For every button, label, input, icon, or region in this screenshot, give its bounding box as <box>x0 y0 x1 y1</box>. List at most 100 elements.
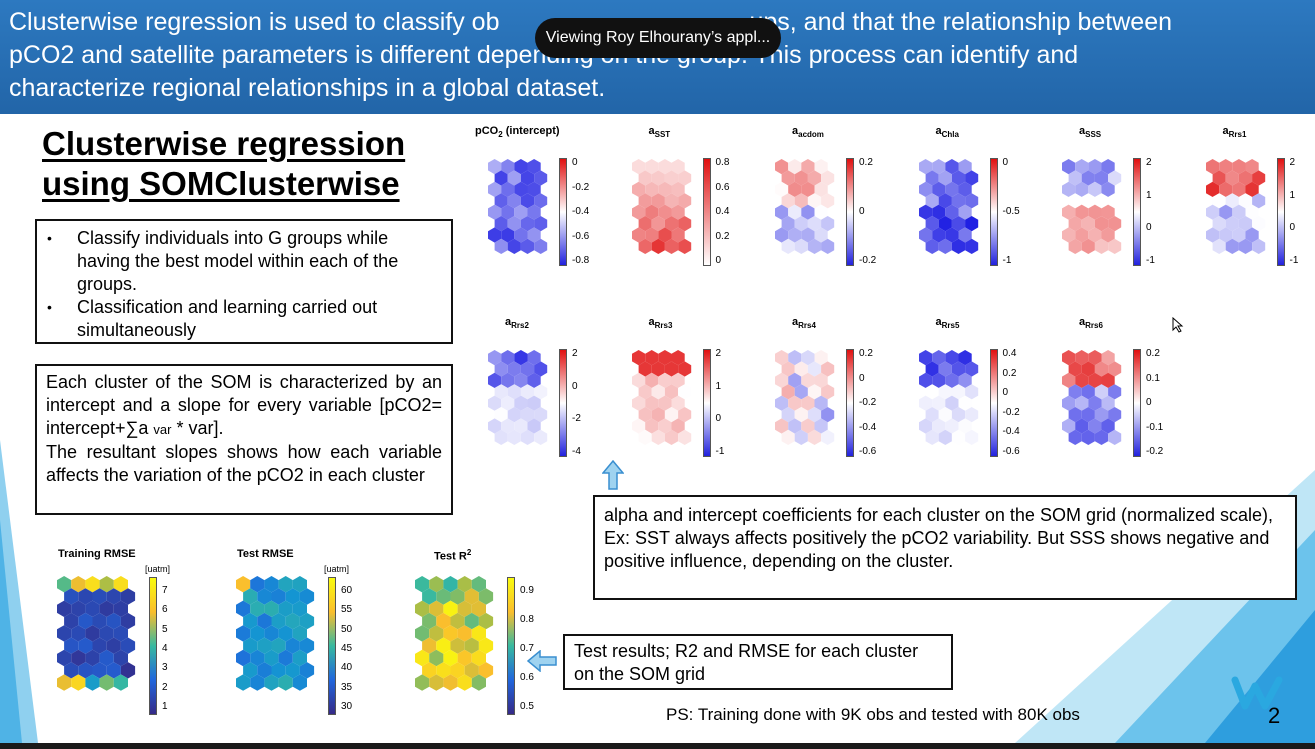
som-hex-cell <box>278 674 293 691</box>
som-hex-cell <box>794 216 808 232</box>
banner-line-1-tail: ups, and that the relationship between <box>749 8 1173 36</box>
som-hex-cell <box>794 361 808 377</box>
cluster-text-b: * var]. <box>176 418 224 438</box>
som-hex-cell <box>236 600 251 617</box>
som-hex-cell <box>1212 238 1226 254</box>
som-hex-cell <box>821 361 835 377</box>
som-hex-cell <box>671 395 685 411</box>
som-hex-cell <box>1231 181 1245 197</box>
som-hex-cell <box>944 227 958 243</box>
som-hex-cell <box>964 170 978 186</box>
som-hex-cell <box>527 395 541 411</box>
som-hex-cell <box>801 395 815 411</box>
colorbar-tick-label: 1 <box>715 380 722 392</box>
coef-colorbar <box>1276 158 1285 266</box>
som-hex-cell <box>520 193 535 209</box>
som-hex-cell <box>78 662 93 679</box>
som-hex-cell <box>918 418 932 434</box>
som-hex-cell <box>257 637 272 654</box>
som-hex-cell <box>488 227 502 243</box>
som-hex-cell <box>527 350 541 366</box>
som-hex-cell <box>507 170 521 186</box>
som-hex-cell <box>494 407 508 423</box>
som-hex-cell <box>821 170 835 186</box>
som-hex-grid <box>1205 159 1265 254</box>
som-hex-cell <box>1212 170 1226 186</box>
som-hex-cell <box>775 159 789 175</box>
som-hex-cell <box>488 350 502 366</box>
som-hex-cell <box>951 384 965 400</box>
som-hex-cell <box>1101 181 1115 197</box>
som-hex-cell <box>1068 170 1082 186</box>
som-hex-cell <box>1251 216 1265 232</box>
colorbar-tick-label: 1 <box>162 701 168 712</box>
som-hex-cell <box>938 170 952 186</box>
som-hex-cell <box>1231 227 1245 243</box>
coef-map-title: aRrs3 <box>648 316 673 331</box>
som-hex-cell <box>1075 350 1089 366</box>
som-hex-cell <box>644 418 658 434</box>
som-hex-cell <box>429 674 444 691</box>
som-hex-cell <box>814 395 828 411</box>
coef-colorbar <box>559 349 567 457</box>
som-hex-cell <box>958 181 972 197</box>
som-hex-cell <box>1068 193 1082 209</box>
coef-map-title: aRrs1 <box>1222 125 1247 140</box>
som-hex-cell <box>1108 429 1122 445</box>
som-hex-cell <box>671 418 685 434</box>
som-hex-cell <box>944 418 958 434</box>
som-hex-cell <box>488 418 502 434</box>
som-hex-cell <box>938 193 952 209</box>
som-hex-grid <box>1062 350 1122 445</box>
som-hex-cell <box>821 238 835 254</box>
colorbar-tick-label: 2 <box>1289 157 1296 168</box>
colorbar-tick-label: 0.8 <box>520 614 534 625</box>
som-hex-cell <box>631 159 645 175</box>
som-hex-cell <box>677 361 691 377</box>
som-hex-grid <box>57 576 136 691</box>
colorbar-tick-label: -0.6 <box>1002 446 1020 457</box>
som-hex-cell <box>788 159 802 175</box>
som-hex-cell <box>243 612 258 630</box>
som-hex-cell <box>781 238 795 254</box>
colorbar-tick-label: -0.2 <box>1146 446 1164 457</box>
som-hex-grid <box>775 159 835 254</box>
som-hex-cell <box>958 204 972 220</box>
colorbar-tick-label: -1 <box>1289 255 1299 266</box>
metric-colorbar <box>328 577 336 715</box>
colorbar-tick-label: 7 <box>162 585 168 596</box>
colorbar-tick-label: -0.2 <box>859 397 877 408</box>
som-hex-cell <box>814 159 828 175</box>
som-hex-cell <box>794 429 808 445</box>
metric-colorbar <box>507 577 515 715</box>
viewing-notification[interactable]: Viewing Roy Elhourany’s appl... <box>535 18 781 58</box>
som-hex-cell <box>278 625 293 642</box>
som-hex-cell <box>801 350 815 366</box>
som-hex-cell <box>664 193 678 209</box>
cluster-paragraph-2: The resultant slopes shows how each vari… <box>46 442 442 485</box>
mouse-cursor-icon <box>1172 317 1184 333</box>
som-hex-cell <box>457 600 472 617</box>
som-hex-cell <box>1225 193 1239 209</box>
som-hex-cell <box>292 600 307 617</box>
som-hex-cell <box>1108 193 1122 209</box>
som-hex-cell <box>944 204 958 220</box>
banner-line-3: characterize regional relationships in a… <box>9 74 606 102</box>
som-hex-cell <box>1108 216 1122 232</box>
som-hex-cell <box>85 576 100 593</box>
som-hex-cell <box>264 600 279 617</box>
som-hex-cell <box>651 384 665 400</box>
coef-map-title: aSSS <box>1079 125 1102 140</box>
colorbar-tick-label: 0 <box>1146 222 1152 234</box>
som-hex-cell <box>457 674 472 691</box>
som-hex-cell <box>415 576 430 593</box>
colorbar-tick-label: 3 <box>162 662 168 674</box>
som-hex-cell <box>113 625 128 642</box>
som-hex-cell <box>644 159 658 175</box>
som-hex-cell <box>422 612 437 630</box>
bullets-textbox: Classify individuals into G groups while… <box>35 219 453 344</box>
colorbar-unit-label: [uatm] <box>145 564 171 574</box>
som-hex-cell <box>644 227 658 243</box>
som-hex-cell <box>99 674 114 691</box>
som-hex-grid <box>415 576 494 691</box>
